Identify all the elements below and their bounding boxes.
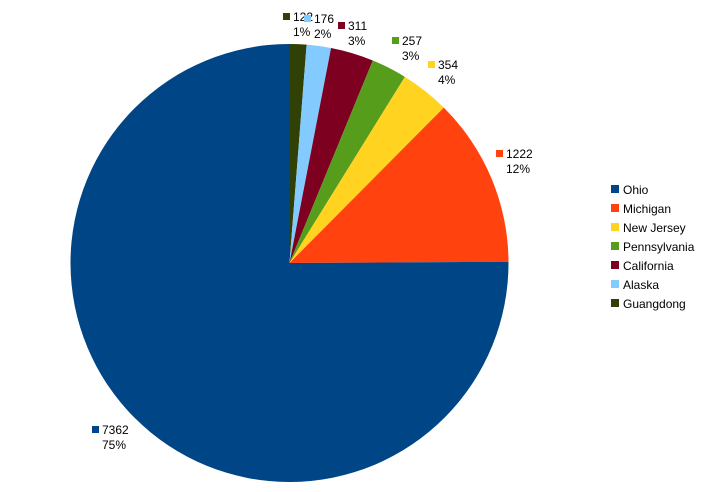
legend-label: Ohio bbox=[623, 183, 649, 197]
label-value: 7362 bbox=[102, 423, 129, 437]
label-swatch bbox=[338, 22, 345, 29]
legend-item-ohio: Ohio bbox=[611, 183, 649, 197]
legend-swatch bbox=[611, 242, 619, 250]
legend-label: New Jersey bbox=[623, 221, 686, 235]
legend-swatch bbox=[611, 185, 619, 193]
label-swatch bbox=[496, 150, 503, 157]
slice-new-jersey bbox=[289, 76, 444, 263]
slice-michigan bbox=[289, 107, 509, 264]
legend-swatch bbox=[611, 280, 619, 288]
slice-ohio bbox=[70, 44, 509, 482]
label-swatch bbox=[283, 13, 290, 20]
label-percent: 75% bbox=[102, 438, 126, 452]
legend-swatch bbox=[611, 261, 619, 269]
legend-label: Alaska bbox=[623, 278, 659, 292]
pie-slices bbox=[70, 44, 509, 482]
label-swatch bbox=[392, 37, 399, 44]
legend-item-california: California bbox=[611, 259, 674, 273]
label-value: 257 bbox=[402, 34, 422, 48]
legend: Ohio Michigan New Jersey Pennsylvania Califo… bbox=[611, 183, 695, 311]
label-swatch bbox=[92, 426, 99, 433]
legend-label: California bbox=[623, 259, 674, 273]
label-value: 311 bbox=[348, 19, 367, 33]
label-percent: 3% bbox=[402, 49, 420, 63]
label-swatch bbox=[304, 15, 311, 22]
label-percent: 3% bbox=[348, 34, 366, 48]
legend-item-guangdong: Guangdong bbox=[611, 297, 686, 311]
label-value: 354 bbox=[438, 58, 458, 72]
legend-item-pennsylvania: Pennsylvania bbox=[611, 240, 695, 254]
label-percent: 12% bbox=[506, 162, 530, 176]
label-value: 176 bbox=[314, 12, 334, 26]
legend-label: Guangdong bbox=[623, 297, 686, 311]
legend-item-new-jersey: New Jersey bbox=[611, 221, 686, 235]
label-percent: 4% bbox=[438, 73, 456, 87]
label-swatch bbox=[428, 61, 435, 68]
label-value: 1222 bbox=[506, 147, 533, 161]
label-percent: 2% bbox=[314, 27, 332, 41]
legend-swatch bbox=[611, 223, 619, 231]
legend-label: Michigan bbox=[623, 202, 671, 216]
label-percent: 1% bbox=[293, 25, 311, 39]
legend-swatch bbox=[611, 204, 619, 212]
slice-guangdong bbox=[289, 44, 307, 263]
legend-label: Pennsylvania bbox=[623, 240, 695, 254]
legend-item-alaska: Alaska bbox=[611, 278, 659, 292]
legend-item-michigan: Michigan bbox=[611, 202, 671, 216]
slice-pennsylvania bbox=[289, 60, 405, 264]
legend-swatch bbox=[611, 299, 619, 307]
slice-alaska bbox=[289, 44, 332, 263]
slice-california bbox=[289, 47, 373, 264]
